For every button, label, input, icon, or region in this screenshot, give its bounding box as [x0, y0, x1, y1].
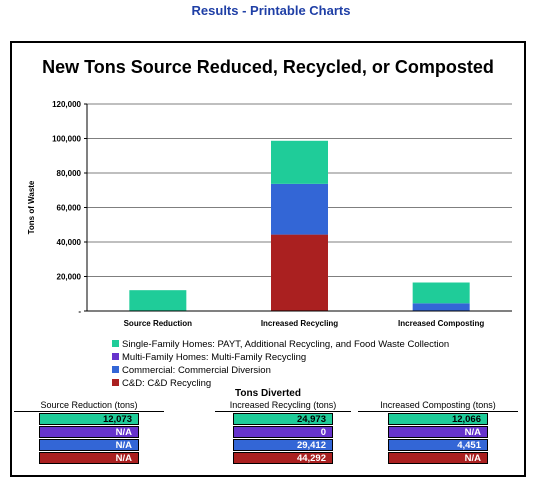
legend-label: Multi-Family Homes: Multi-Family Recycli…: [122, 352, 307, 363]
bar-segment: [412, 303, 470, 311]
tons-cell: N/A: [39, 452, 139, 464]
bar-segment: [412, 282, 470, 304]
tons-cell: 12,073: [39, 413, 139, 425]
tons-cell: N/A: [388, 426, 488, 438]
tons-cell: 4,451: [388, 439, 488, 451]
x-tick-label: Source Reduction: [124, 319, 193, 328]
legend-item: C&D: C&D Recycling: [112, 377, 449, 390]
tons-column-header: Increased Recycling (tons): [215, 399, 351, 412]
tons-cell: 0: [233, 426, 333, 438]
bars: [129, 140, 470, 311]
legend-swatch: [112, 353, 119, 360]
y-tick-label: 120,000: [52, 100, 81, 109]
legend-label: Single-Family Homes: PAYT, Additional Re…: [122, 339, 450, 350]
tons-cell: 12,066: [388, 413, 488, 425]
legend-swatch: [112, 340, 119, 347]
tons-cell: 24,973: [233, 413, 333, 425]
x-tick-label: Increased Composting: [398, 319, 484, 328]
bar-segment: [129, 290, 187, 311]
legend-label: Commercial: Commercial Diversion: [122, 365, 271, 376]
chart-frame: New Tons Source Reduced, Recycled, or Co…: [10, 41, 526, 477]
legend-swatch: [112, 379, 119, 386]
y-tick-label: 40,000: [57, 238, 82, 247]
bar-segment: [271, 183, 328, 235]
y-tick-label: 20,000: [57, 273, 82, 282]
tons-diverted-title: Tons Diverted: [235, 388, 301, 399]
page-title: Results - Printable Charts: [191, 3, 351, 18]
legend-swatch: [112, 366, 119, 373]
tons-column-increased-composting: Increased Composting (tons) 12,066 N/A 4…: [358, 399, 518, 464]
stacked-bar-chart: -20,00040,00060,00080,000100,000120,000 …: [27, 100, 512, 328]
legend-label: C&D: C&D Recycling: [122, 378, 212, 389]
bar-segment: [271, 140, 328, 184]
tons-cell: N/A: [39, 426, 139, 438]
y-tick-label: 100,000: [52, 135, 81, 144]
y-tick-label: 80,000: [57, 169, 82, 178]
x-tick-label: Increased Recycling: [261, 319, 338, 328]
x-axis-labels: Source Reduction Increased Recycling Incre…: [124, 319, 485, 328]
chart-legend: Single-Family Homes: PAYT, Additional Re…: [112, 338, 449, 390]
tons-cell: 44,292: [233, 452, 333, 464]
legend-item: Commercial: Commercial Diversion: [112, 364, 449, 377]
tons-cell: N/A: [388, 452, 488, 464]
y-tick-label: 60,000: [57, 204, 82, 213]
y-axis-ticks: - 20,000 40,000 60,000 80,000 100,000 120,000: [52, 100, 87, 316]
y-axis-label: Tons of Waste: [27, 180, 36, 234]
tons-cell: 29,412: [233, 439, 333, 451]
chart-title: New Tons Source Reduced, Recycled, or Co…: [42, 57, 494, 77]
tons-column-source-reduction: Source Reduction (tons) 12,073 N/A N/A N…: [14, 399, 164, 464]
tons-column-header: Source Reduction (tons): [14, 399, 164, 412]
bar-segment: [271, 234, 328, 311]
legend-item: Single-Family Homes: PAYT, Additional Re…: [112, 338, 449, 351]
tons-cell: N/A: [39, 439, 139, 451]
tons-column-increased-recycling: Increased Recycling (tons) 24,973 0 29,4…: [215, 399, 351, 464]
tons-column-header: Increased Composting (tons): [358, 399, 518, 412]
y-tick-label: -: [78, 307, 81, 316]
legend-item: Multi-Family Homes: Multi-Family Recycli…: [112, 351, 449, 364]
